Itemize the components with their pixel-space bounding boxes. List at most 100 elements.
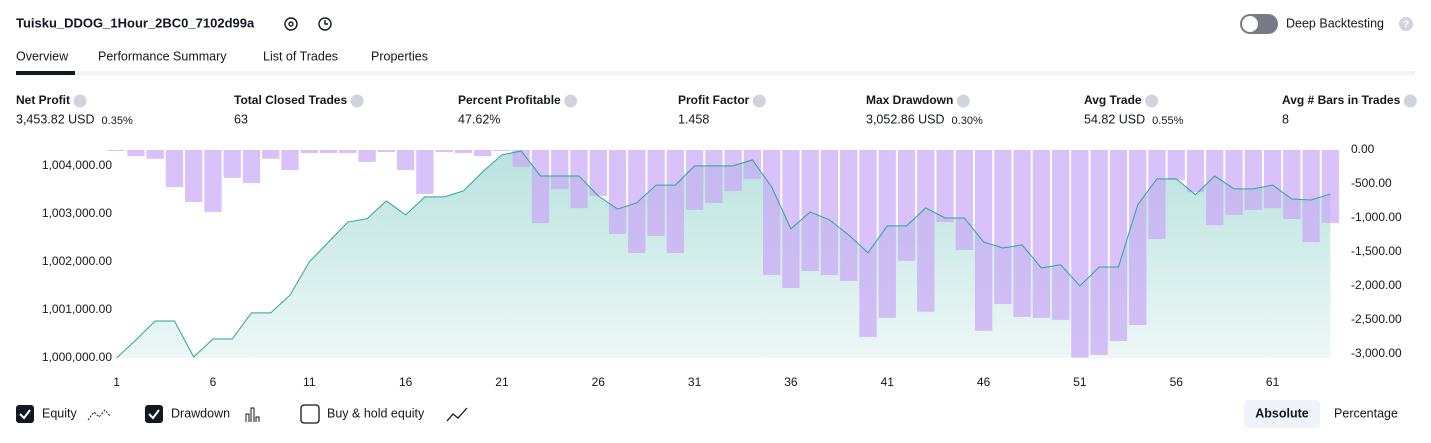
tab[interactable]: List of Trades — [263, 49, 338, 63]
drawdown-bar — [936, 150, 954, 223]
drawdown-bar — [1206, 150, 1224, 226]
drawdown-bar — [1071, 150, 1089, 358]
x-tick-label: 11 — [303, 375, 316, 389]
drawdown-bar — [724, 150, 742, 192]
y-tick-label: 1,003,000.00 — [42, 206, 112, 220]
drawdown-bar — [1090, 150, 1108, 355]
metric-percent: 0.35% — [102, 115, 133, 127]
drawdown-bar — [1148, 150, 1166, 240]
drawdown-bar — [666, 150, 685, 253]
drawdown-bar — [840, 150, 858, 281]
toggle-label: Deep Backtesting — [1286, 16, 1384, 30]
drawdown-bar — [743, 150, 762, 179]
metric-label: Avg Trade — [1084, 93, 1142, 107]
x-tick-label: 36 — [784, 375, 798, 389]
drawdown-bar — [1225, 150, 1243, 215]
help-icon[interactable]: ? — [1399, 17, 1413, 31]
absolute-label: Absolute — [1255, 406, 1309, 420]
drawdown-bar — [801, 150, 819, 271]
x-tick-label: 16 — [399, 375, 413, 389]
metric-value: 1.458 — [678, 112, 709, 126]
absolute-button[interactable] — [1244, 400, 1320, 428]
metric-value: 47.62% — [458, 112, 500, 126]
drawdown-bar — [127, 150, 145, 157]
drawdown-bar — [416, 150, 434, 194]
percentage-button[interactable]: Percentage — [1334, 406, 1398, 420]
metric-value: 3,052.86 USD — [866, 112, 945, 126]
y-tick-label: 1,002,000.00 — [42, 254, 112, 268]
drawdown-bar — [300, 150, 318, 154]
info-icon[interactable] — [956, 94, 970, 108]
drawdown-bar — [493, 150, 511, 152]
equity-label: Equity — [42, 406, 77, 420]
drawdown-bar — [1051, 150, 1070, 320]
checkbox-buy-hold[interactable] — [300, 404, 320, 424]
drawdown-bar — [358, 150, 376, 162]
drawdown-bar — [897, 150, 916, 261]
checkbox-equity[interactable] — [16, 405, 34, 423]
drawdown-bar — [551, 150, 569, 190]
drawdown-bar — [474, 150, 492, 157]
metric-label: Max Drawdown — [866, 93, 953, 107]
y-tick-label: 1,000,000.00 — [42, 350, 112, 364]
metric-value: 3,453.82 USD — [16, 112, 95, 126]
drawdown-bar — [782, 150, 800, 288]
drawdown-bar — [377, 150, 396, 153]
info-icon[interactable] — [1403, 94, 1417, 108]
drawdown-bar — [435, 150, 453, 153]
settings-icon[interactable] — [284, 17, 298, 31]
drawdown-bar — [1032, 150, 1051, 318]
metric-percent: 0.55% — [1152, 115, 1183, 127]
metric-value: 54.82 USD — [1084, 112, 1145, 126]
tab[interactable]: Properties — [371, 49, 428, 63]
y-tick-label: 1,001,000.00 — [42, 302, 112, 316]
metric-label: Avg # Bars in Trades — [1282, 93, 1401, 107]
drawdown-bar — [1109, 150, 1128, 342]
info-icon[interactable] — [752, 94, 766, 108]
x-tick-label: 31 — [688, 375, 702, 389]
tab[interactable]: Overview — [16, 49, 69, 63]
x-tick-label: 26 — [592, 375, 606, 389]
checkbox-drawdown[interactable] — [145, 405, 163, 423]
drawdown-bar — [647, 150, 665, 236]
drawdown-bar — [1167, 150, 1185, 180]
y2-tick-label: -1,500.00 — [1351, 244, 1402, 258]
tab[interactable]: Performance Summary — [98, 49, 227, 63]
alert-icon[interactable] — [318, 17, 332, 31]
drawdown-bar — [628, 150, 646, 253]
active-tab-indicator — [16, 71, 75, 75]
info-icon[interactable] — [1145, 94, 1159, 108]
drawdown-bar — [319, 150, 338, 154]
drawdown-bar — [589, 150, 607, 196]
y2-tick-label: -500.00 — [1351, 176, 1392, 190]
drawdown-bar — [820, 150, 839, 276]
drawdown-bar — [1186, 150, 1205, 193]
drawdown-bar — [1321, 150, 1340, 224]
drawdown-bar — [1302, 150, 1320, 243]
x-tick-label: 56 — [1170, 375, 1184, 389]
drawdown-bar — [994, 150, 1012, 304]
drawdown-bar — [955, 150, 973, 250]
x-tick-label: 46 — [977, 375, 991, 389]
info-icon[interactable] — [350, 94, 364, 108]
drawdown-bar — [1244, 150, 1262, 210]
x-tick-label: 21 — [495, 375, 509, 389]
drawdown-bar — [1283, 150, 1301, 219]
equity-icon — [87, 409, 111, 421]
drawdown-bar — [859, 150, 877, 337]
drawdown-bar — [281, 150, 299, 171]
y-tick-label: 1,004,000.00 — [42, 158, 112, 172]
x-tick-label: 41 — [881, 375, 895, 389]
deep-backtesting-toggle[interactable] — [1240, 14, 1278, 34]
info-icon[interactable] — [73, 94, 87, 108]
drawdown-bar — [262, 150, 280, 159]
x-tick-label: 61 — [1266, 375, 1280, 389]
buy-hold-label: Buy & hold equity — [327, 406, 425, 420]
info-icon[interactable] — [564, 94, 578, 108]
drawdown-bar — [531, 150, 550, 224]
drawdown-bar — [512, 150, 530, 167]
y2-tick-label: -3,000.00 — [1351, 346, 1402, 360]
drawdown-bar — [1013, 150, 1031, 317]
